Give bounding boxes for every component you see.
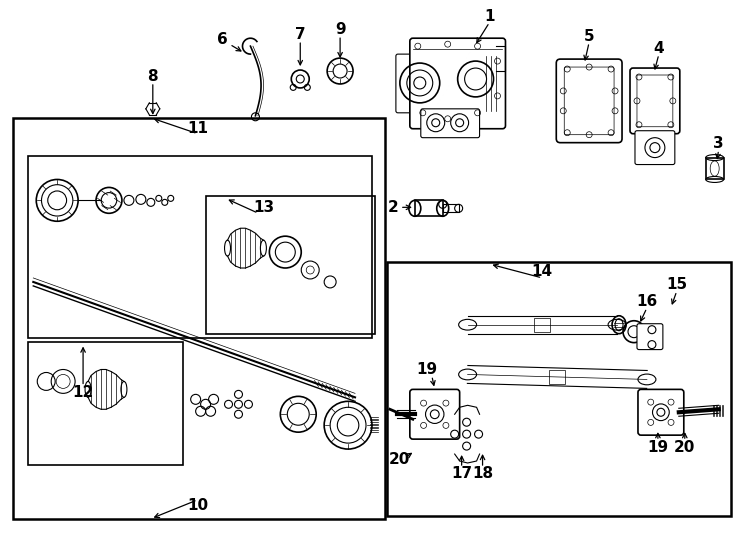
Text: 14: 14 — [531, 265, 553, 280]
FancyBboxPatch shape — [556, 59, 622, 143]
Text: 3: 3 — [713, 136, 724, 151]
Bar — [415, 200, 443, 217]
Text: 20: 20 — [389, 451, 410, 467]
Text: 17: 17 — [451, 467, 472, 482]
Text: 5: 5 — [584, 29, 595, 44]
Text: 11: 11 — [187, 122, 208, 136]
Text: 1: 1 — [484, 9, 495, 24]
Bar — [29, 342, 183, 465]
Text: 2: 2 — [388, 200, 399, 215]
FancyBboxPatch shape — [630, 68, 680, 134]
Text: 13: 13 — [252, 200, 274, 215]
FancyBboxPatch shape — [638, 389, 684, 435]
Bar — [13, 118, 385, 519]
Bar — [29, 156, 372, 338]
FancyBboxPatch shape — [410, 389, 459, 439]
Text: 10: 10 — [187, 498, 208, 514]
Text: 8: 8 — [148, 69, 158, 84]
Text: 4: 4 — [653, 40, 664, 56]
Text: 6: 6 — [217, 32, 228, 46]
Text: 19: 19 — [416, 362, 437, 377]
Text: 7: 7 — [295, 26, 305, 42]
Text: 16: 16 — [636, 294, 658, 309]
Text: 15: 15 — [666, 278, 687, 293]
FancyBboxPatch shape — [637, 323, 663, 349]
Bar — [549, 370, 565, 384]
FancyBboxPatch shape — [421, 109, 479, 138]
Text: 18: 18 — [472, 467, 493, 482]
Text: 19: 19 — [647, 440, 669, 455]
FancyBboxPatch shape — [410, 38, 506, 129]
Bar — [206, 197, 375, 334]
FancyBboxPatch shape — [396, 54, 418, 113]
Bar — [705, 158, 724, 179]
Bar — [443, 204, 459, 212]
Text: 12: 12 — [73, 385, 94, 400]
Text: 20: 20 — [674, 440, 696, 455]
Text: 9: 9 — [335, 22, 346, 37]
FancyBboxPatch shape — [635, 131, 675, 165]
Bar — [387, 262, 730, 516]
Bar — [534, 318, 550, 332]
